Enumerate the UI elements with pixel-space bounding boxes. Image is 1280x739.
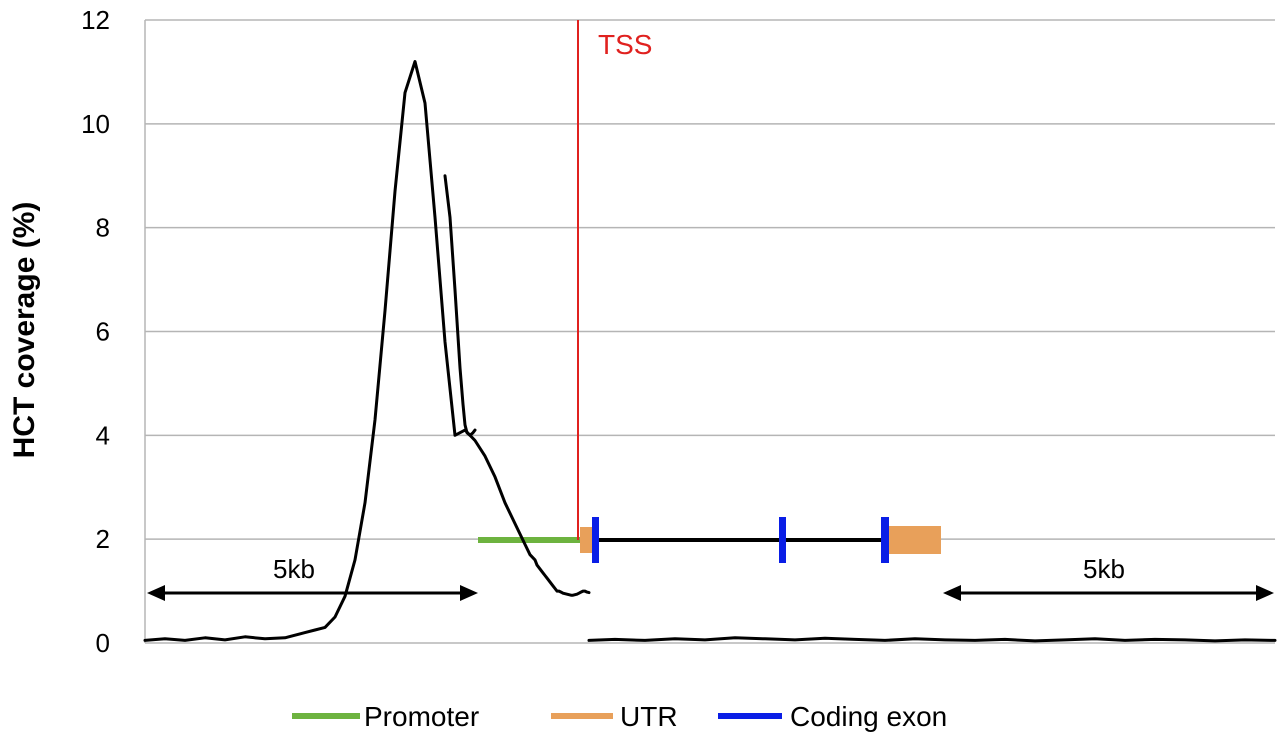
- legend: Promoter UTR Coding exon: [292, 701, 947, 732]
- legend-label-coding-exon: Coding exon: [790, 701, 947, 732]
- left-span-label: 5kb: [273, 554, 315, 584]
- right-span-label: 5kb: [1083, 554, 1125, 584]
- y-tick-label: 12: [81, 5, 110, 35]
- right-span: 5kb: [943, 554, 1274, 601]
- gene-model: [478, 517, 941, 563]
- utr-3prime: [889, 526, 941, 554]
- coverage-curve-0: [143, 60, 591, 642]
- coverage-curve-2: [587, 636, 1277, 643]
- utr-5prime: [580, 527, 592, 553]
- left-span: 5kb: [147, 554, 478, 601]
- y-tick-label: 0: [96, 628, 110, 658]
- legend-label-promoter: Promoter: [364, 701, 479, 732]
- gridlines: [144, 19, 1275, 644]
- coding-exon-3: [881, 517, 889, 563]
- tss-label: TSS: [598, 29, 652, 60]
- y-tick-label: 8: [96, 213, 110, 243]
- y-tick-label: 6: [96, 317, 110, 347]
- legend-label-utr: UTR: [620, 701, 678, 732]
- y-tick-labels: 0 2 4 6 8 10 12: [81, 5, 110, 658]
- coverage-curve-1: [443, 174, 477, 437]
- coverage-curves: [143, 60, 1277, 643]
- y-tick-label: 4: [96, 420, 110, 450]
- coding-exon-2: [779, 517, 786, 563]
- coding-exon-1: [592, 517, 599, 563]
- y-tick-label: 10: [81, 109, 110, 139]
- y-axis-label: HCT coverage (%): [8, 202, 41, 459]
- y-tick-label: 2: [96, 524, 110, 554]
